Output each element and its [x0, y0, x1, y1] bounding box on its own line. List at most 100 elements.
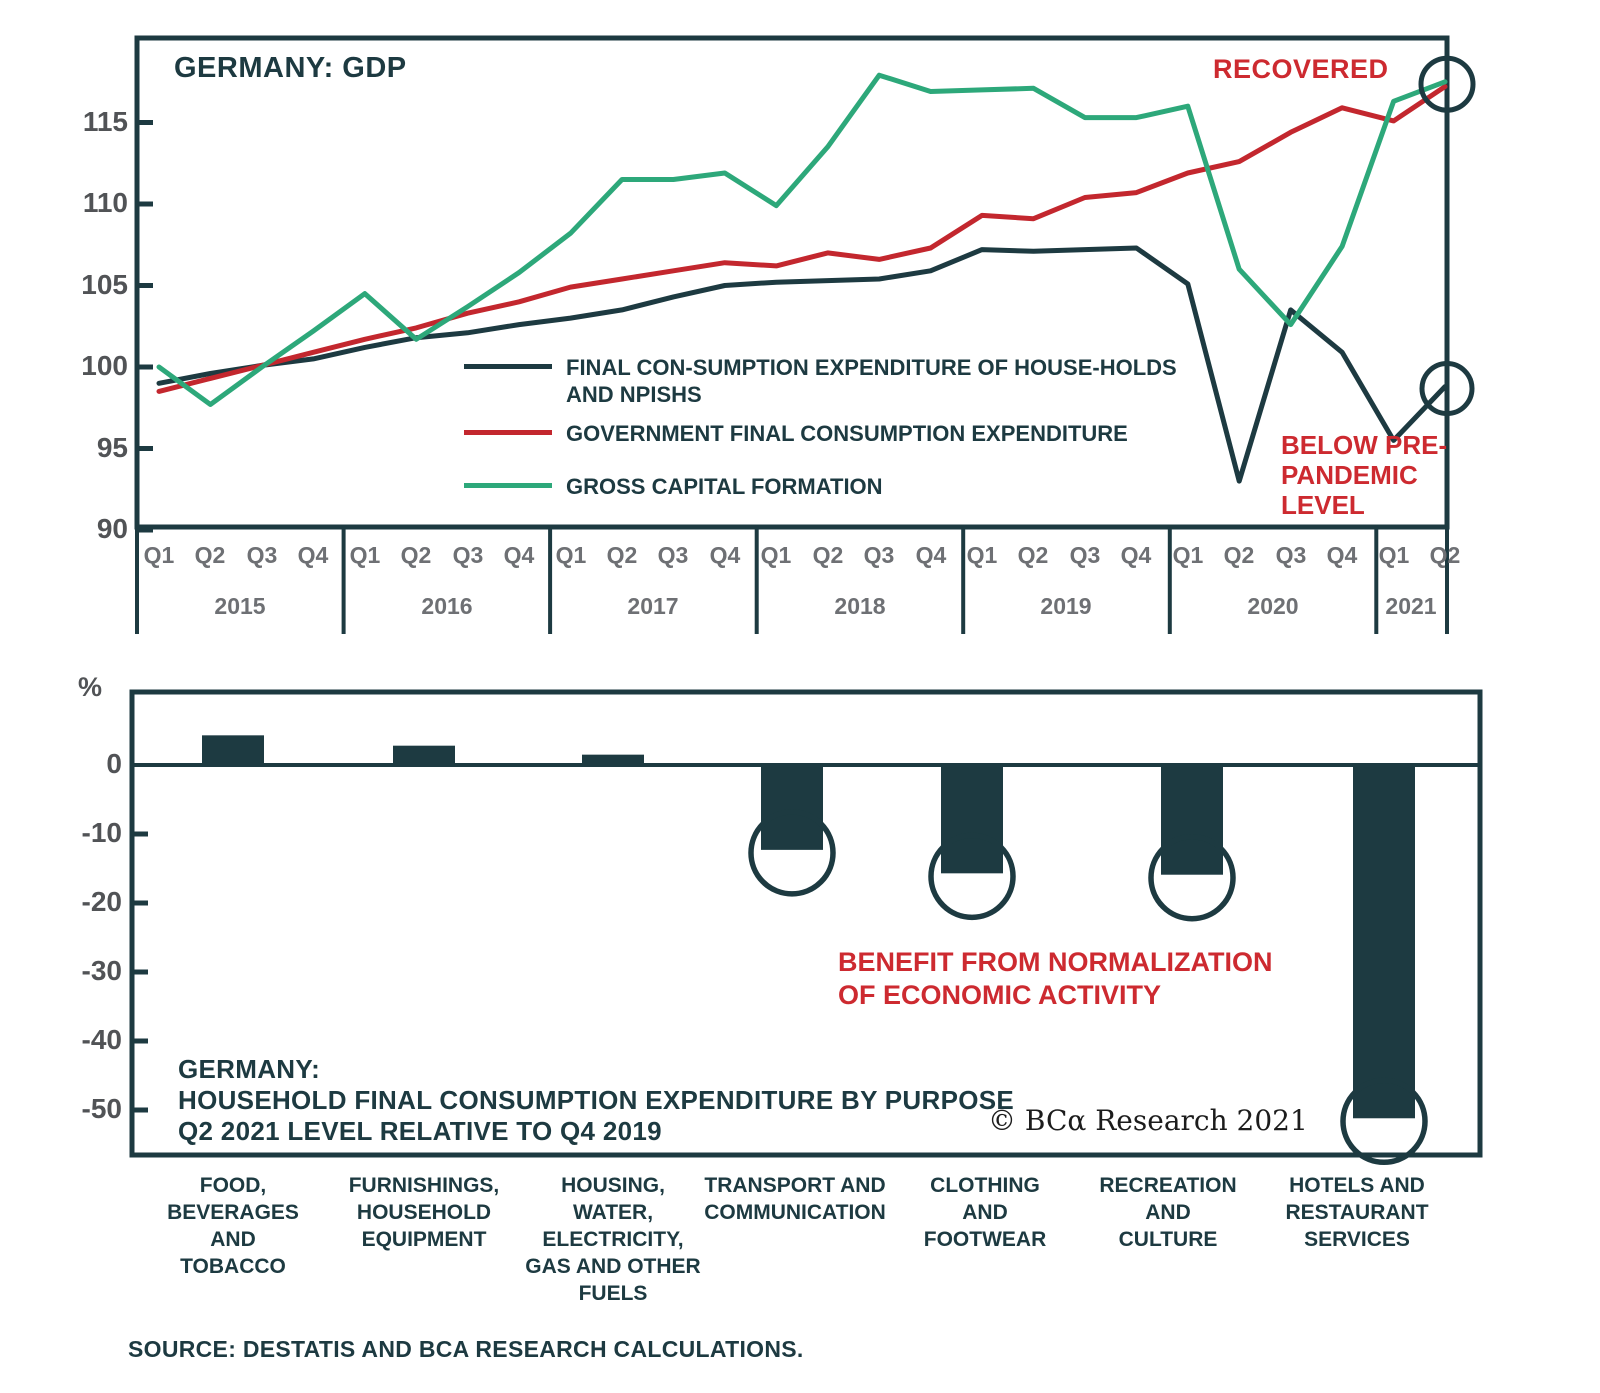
legend-label: GROSS CAPITAL FORMATION: [566, 473, 883, 500]
legend-label-line: AND NPISHS: [566, 382, 702, 407]
legend-item: FINAL CON-SUMPTION EXPENDITURE OF HOUSE-…: [464, 354, 1204, 408]
gdp-quarter-label: Q1: [1172, 542, 1204, 568]
gdp-quarter-label: Q4: [709, 542, 741, 568]
below-pre-pandemic-circle: [1419, 361, 1475, 417]
gdp-quarter-label: Q3: [657, 542, 689, 568]
gdp-year-label: 2017: [627, 593, 679, 619]
benefit-annotation-line: OF ECONOMIC ACTIVITY: [838, 980, 1161, 1010]
gdp-series-line: [156, 72, 1448, 407]
bar-category-label-line: ELECTRICITY,: [542, 1228, 684, 1251]
bar-category-label-line: AND: [210, 1228, 256, 1251]
gdp-year-label: 2021: [1385, 593, 1437, 619]
highlight-circle: [1148, 833, 1236, 922]
gdp-quarter-label: Q1: [555, 542, 587, 568]
bar-category-label: HOUSING, WATER, ELECTRICITY, GAS AND OTHER F…: [503, 1172, 723, 1307]
bar-5: [941, 765, 1003, 874]
bar-category-label: TRANSPORT AND COMMUNICATION: [685, 1172, 905, 1226]
bar-plot-frame: [129, 689, 1483, 1158]
bar-3: [582, 754, 644, 765]
bar-7: [1353, 765, 1415, 1119]
bar-category-label-line: AND: [1145, 1201, 1191, 1224]
bar-category-label-line: TRANSPORT AND: [704, 1174, 886, 1197]
bar-y-tick-label: -10: [81, 817, 122, 848]
legend-label-line: GROSS CAPITAL FORMATION: [566, 474, 883, 499]
gdp-year-label: 2019: [1040, 593, 1092, 619]
gdp-quarter-label: Q3: [246, 542, 278, 568]
gdp-quarter-label: Q3: [863, 542, 895, 568]
legend-label-line: GOVERNMENT FINAL CONSUMPTION EXPENDITURE: [566, 421, 1128, 446]
gdp-quarter-label: Q2: [400, 542, 432, 568]
bar-title-line: Q2 2021 LEVEL RELATIVE TO Q4 2019: [178, 1116, 662, 1146]
legend-item: GOVERNMENT FINAL CONSUMPTION EXPENDITURE: [464, 420, 1204, 447]
bar-category-label-line: BEVERAGES: [167, 1201, 299, 1224]
gdp-quarter-label: Q1: [760, 542, 792, 568]
bar-category-label-line: RECREATION: [1099, 1174, 1237, 1197]
bar-category-label-line: CULTURE: [1118, 1228, 1218, 1251]
bar-title-line: HOUSEHOLD FINAL CONSUMPTION EXPENDITURE …: [178, 1085, 1015, 1115]
recovered-circle: [1418, 55, 1476, 113]
gdp-plot-frame: [134, 35, 1450, 530]
legend-label-line: FINAL CON-SUMPTION EXPENDITURE OF HOUSE-…: [566, 355, 1177, 380]
legend-label: FINAL CON-SUMPTION EXPENDITURE OF HOUSE-…: [566, 354, 1177, 408]
gdp-quarter-label: Q1: [1378, 542, 1410, 568]
highlight-circle: [928, 832, 1016, 921]
gdp-quarter-label: Q3: [452, 542, 484, 568]
bar-category-label-line: RESTAURANT: [1285, 1201, 1429, 1224]
bar-1: [202, 735, 264, 765]
highlight-circle: [748, 809, 836, 897]
bar-category-label-line: HOTELS AND: [1289, 1174, 1425, 1197]
bar-4: [761, 765, 823, 850]
bar-6: [1161, 765, 1223, 875]
bar-category-label: FOOD, BEVERAGES AND TOBACCO: [123, 1172, 343, 1280]
bar-category-label: HOTELS AND RESTAURANT SERVICES: [1247, 1172, 1467, 1253]
gdp-legend: FINAL CON-SUMPTION EXPENDITURE OF HOUSE-…: [464, 354, 1204, 500]
bar-category-label-line: CLOTHING: [930, 1174, 1040, 1197]
gdp-chart-title: GERMANY: GDP: [174, 52, 407, 84]
gdp-quarter-label: Q4: [915, 542, 947, 568]
below-pre-pandemic-line: BELOW PRE-: [1281, 430, 1448, 460]
gdp-year-label: 2016: [421, 593, 473, 619]
gdp-series-line: [156, 84, 1448, 394]
bar-y-tick-label: -50: [81, 1093, 122, 1124]
bar-y-axis-unit: %: [78, 672, 103, 702]
legend-line-swatch: [464, 364, 552, 369]
below-pre-pandemic-line: LEVEL: [1281, 490, 1365, 520]
bar-category-label: FURNISHINGS, HOUSEHOLD EQUIPMENT: [314, 1172, 534, 1253]
bar-y-tick-label: 0: [106, 748, 122, 779]
bar-category-label-line: HOUSING,: [561, 1174, 665, 1197]
gdp-quarter-label: Q2: [1223, 542, 1255, 568]
source-note: SOURCE: DESTATIS AND BCA RESEARCH CALCUL…: [128, 1336, 804, 1362]
legend-label: GOVERNMENT FINAL CONSUMPTION EXPENDITURE: [566, 420, 1128, 447]
gdp-year-label: 2015: [214, 593, 266, 619]
gdp-y-tick-label: 100: [81, 350, 128, 381]
gdp-quarter-label: Q2: [606, 542, 638, 568]
gdp-y-tick-label: 115: [82, 105, 128, 137]
bar-category-label: CLOTHING AND FOOTWEAR: [875, 1172, 1095, 1253]
gdp-series-line: [156, 245, 1448, 484]
gdp-quarter-label: Q3: [1069, 542, 1101, 568]
gdp-quarter-label: Q2: [812, 542, 844, 568]
gdp-year-label: 2020: [1247, 593, 1299, 619]
below-pre-pandemic-line: PANDEMIC: [1281, 460, 1418, 490]
bar-category-label-line: FURNISHINGS,: [348, 1174, 500, 1197]
legend-line-swatch: [464, 430, 552, 435]
annotation-recovered: RECOVERED: [1213, 54, 1389, 84]
bar-category-label-line: FOOTWEAR: [923, 1228, 1047, 1251]
annotation-benefit-normalization: BENEFIT FROM NORMALIZATION OF ECONOMIC AC…: [838, 946, 1272, 1012]
bar-y-tick-label: -40: [81, 1024, 122, 1055]
bar-category-label-line: EQUIPMENT: [361, 1228, 487, 1251]
gdp-quarter-label: Q1: [349, 542, 381, 568]
highlight-circle: [1340, 1077, 1428, 1166]
gdp-year-label: 2018: [834, 593, 886, 619]
gdp-y-tick-label: 90: [96, 513, 128, 544]
bar-category-label-line: TOBACCO: [180, 1255, 286, 1278]
bca-research-copyright: © BCα Research 2021: [988, 1104, 1308, 1137]
gdp-quarter-label: Q4: [297, 542, 329, 568]
legend-item: GROSS CAPITAL FORMATION: [464, 473, 1204, 500]
bar-category-label-line: HOUSEHOLD: [356, 1201, 492, 1224]
benefit-annotation-line: BENEFIT FROM NORMALIZATION: [838, 947, 1273, 977]
bar-y-tick-label: -20: [81, 886, 122, 917]
bar-category-label: RECREATION AND CULTURE: [1058, 1172, 1278, 1253]
gdp-y-tick-label: 95: [96, 431, 128, 463]
